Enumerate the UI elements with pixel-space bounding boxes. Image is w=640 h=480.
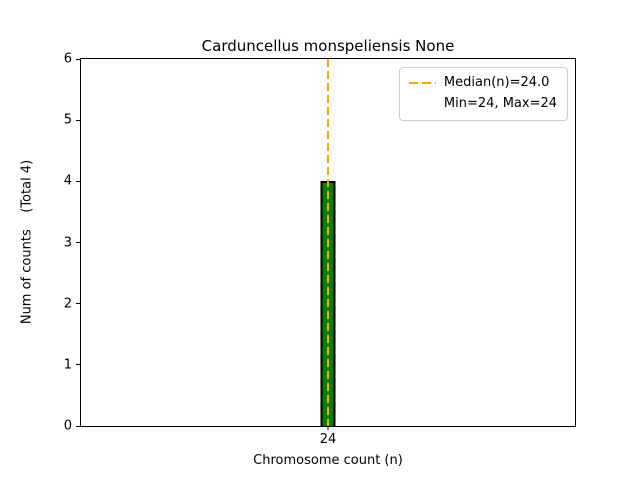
chart-title: Carduncellus monspeliensis None [201,37,455,55]
y-tick-mark [76,242,80,243]
legend-spacer [409,103,436,105]
y-tick-mark [76,119,80,121]
y-axis-label: Num of counts (Total 4) [19,159,35,325]
plot-area: Median(n)=24.0 Min=24, Max=24 24 0 1 2 3 4 5 6 [64,53,576,446]
y-tick-label: 6 [63,51,72,67]
legend-row-minmax: Min=24, Max=24 [409,96,557,112]
y-tick-label: 5 [63,112,72,128]
y-tick-label: 1 [63,357,72,373]
median-dashed-line-icon [408,82,436,85]
y-tick-mark [76,180,80,182]
y-tick-label: 4 [63,173,72,189]
x-axis-label: Chromosome count (n) [253,453,403,468]
legend-label-minmax: Min=24, Max=24 [443,96,557,112]
y-tick-mark [76,425,80,427]
x-tick-mark [327,426,329,430]
y-tick-label: 3 [63,235,72,250]
legend: Median(n)=24.0 Min=24, Max=24 [398,67,568,121]
legend-row-median: Median(n)=24.0 [408,75,557,91]
y-tick-label: 0 [63,418,72,434]
median-line [327,59,329,426]
legend-label-median: Median(n)=24.0 [443,75,550,90]
y-tick-mark [76,58,80,60]
y-tick-label: 2 [63,296,72,312]
y-tick-mark [76,364,80,366]
y-tick-mark [76,303,80,305]
x-tick-label: 24 [319,432,337,447]
